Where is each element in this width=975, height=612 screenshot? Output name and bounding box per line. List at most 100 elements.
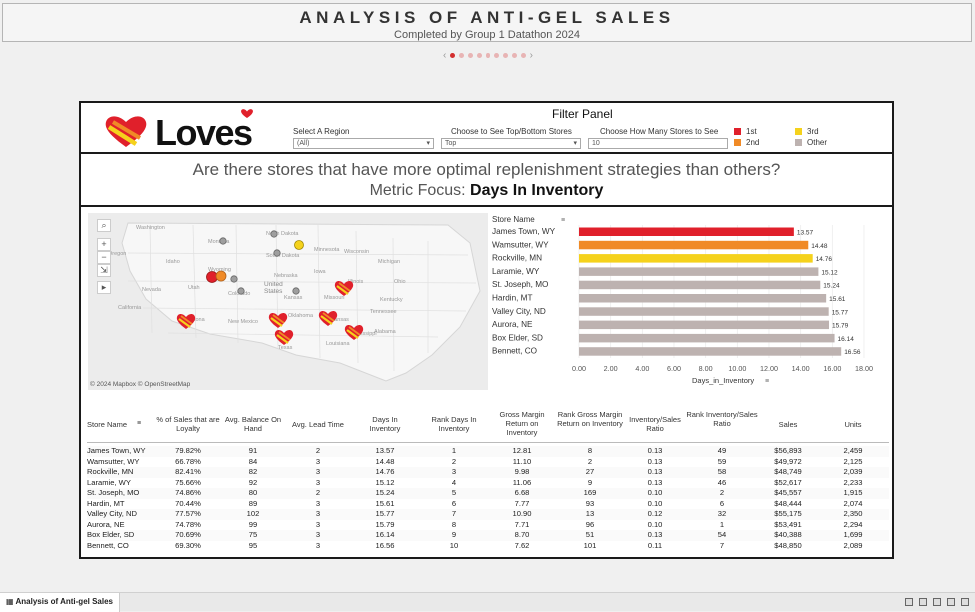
zoom-in-button[interactable]: + [97,238,111,251]
topbottom-select[interactable]: Top ▾ [441,138,581,149]
table-cell: 16.14 [375,530,395,539]
page-dot-9[interactable] [520,52,526,58]
bar-category-label[interactable]: Box Elder, SD [492,333,543,342]
bar-category-label[interactable]: James Town, WY [492,227,556,236]
map-search-icon[interactable]: ⌕ [97,219,111,232]
loves-marker[interactable] [175,312,197,331]
page-dot-6[interactable] [494,52,500,58]
table-cell: Bennett, CO [87,540,129,550]
table-row[interactable]: Bennett, CO 69.30% 95 3 16.56 10 7.62 101 0.11 7 $… [87,541,889,552]
page-dot-5[interactable] [485,52,491,58]
store-marker[interactable] [237,287,245,295]
col-header-rank-gmroi[interactable]: Rank Gross Margin Return on Inventory [557,410,623,428]
table-row[interactable]: Aurora, NE 74.78% 99 3 15.79 8 7.71 96 0.10 1 $53,… [87,520,889,531]
loves-marker[interactable] [333,279,355,298]
loves-marker[interactable] [317,309,339,328]
bar[interactable] [579,280,821,290]
col-header-balance[interactable]: Avg. Balance On Hand [224,415,282,433]
table-cell: 6.68 [514,488,530,497]
sort-icon[interactable]: ≡ [765,378,769,385]
table-cell: 13 [585,509,595,518]
days-in-inventory-chart: Store Name ≡ James Town, WY 13.57 Wamsutte… [489,211,889,389]
grid-view-icon[interactable] [905,598,913,606]
bar-category-label[interactable]: Aurora, NE [492,320,533,329]
col-header-loyalty[interactable]: % of Sales that are Loyalty [156,415,220,433]
bar-category-label[interactable]: Bennett, CO [492,347,537,356]
col-header-gmroi[interactable]: Gross Margin Return on Inventory [499,410,545,437]
store-map[interactable]: Washington Oregon Idaho Wyoming Nevada U… [88,213,488,390]
col-header-units[interactable]: Units [844,420,862,429]
col-header-sales[interactable]: Sales [778,420,798,429]
tab-view-icon[interactable] [933,598,941,606]
store-marker[interactable] [219,237,227,245]
bar[interactable] [579,347,842,356]
bar[interactable] [579,240,809,250]
store-marker[interactable] [273,249,281,257]
bar[interactable] [579,333,835,343]
table-row[interactable]: Valley City, ND 77.57% 102 3 15.77 7 10.90 13 0.… [87,509,889,520]
next-page-button[interactable]: › [529,49,533,61]
exit-fullscreen-icon[interactable] [961,598,969,606]
page-dot-7[interactable] [503,52,509,58]
page-dot-8[interactable] [512,52,517,58]
col-header-store[interactable]: Store Name [87,420,128,429]
bar[interactable] [579,227,794,237]
store-marker[interactable] [292,287,300,295]
sheet-tab[interactable]: ▦ Analysis of Anti-gel Sales [0,593,120,612]
fullscreen-icon[interactable] [947,598,955,606]
table-row[interactable]: Laramie, WY 75.66% 92 3 15.12 4 11.06 9 0.13 46 $5… [87,478,889,489]
table-cell: 3 [315,456,321,466]
col-header-days[interactable]: Days In Inventory [369,415,401,433]
table-row[interactable]: St. Joseph, MO 74.86% 80 2 15.24 5 6.68 169 0.10… [87,488,889,499]
store-count-input[interactable]: 10 [588,138,728,149]
table-row[interactable]: Rockville, MN 82.41% 82 3 14.76 3 9.98 27 0.13 58… [87,467,889,478]
loves-marker[interactable] [343,323,365,342]
bar-value-label: 15.61 [829,296,846,303]
table-cell: 8.70 [514,530,530,539]
table-cell: 46 [717,477,727,487]
map-reset-icon[interactable]: ⇲ [97,264,111,277]
sort-icon[interactable]: ≡ [561,217,565,224]
bar[interactable] [579,294,827,303]
table-row[interactable]: James Town, WY 79.82% 91 2 13.57 1 12.81 8 0.13 4… [87,446,889,457]
bar-chart-svg: Store Name ≡ James Town, WY 13.57 Wamsutte… [492,215,873,385]
bar-category-label[interactable]: Wamsutter, WY [492,240,549,249]
bar-category-label[interactable]: Valley City, ND [492,307,546,316]
prev-page-button[interactable]: ‹ [443,49,447,61]
single-view-icon[interactable] [919,598,927,606]
zoom-out-button[interactable]: − [97,251,111,264]
bar[interactable] [579,320,830,330]
store-marker[interactable] [230,275,238,283]
store-marker[interactable] [270,230,278,238]
table-cell: 59 [717,456,727,466]
col-header-rank-inv-sales[interactable]: Rank Inventory/Sales Ratio [686,410,758,428]
bar-category-label[interactable]: Rockville, MN [492,254,542,263]
sort-icon[interactable]: ≡ [137,420,142,427]
table-row[interactable]: Hardin, MT 70.44% 89 3 15.61 6 7.77 93 0.10 6 $48,… [87,499,889,510]
page-dot-2[interactable] [459,52,464,58]
bar[interactable] [579,267,819,276]
bar-category-label[interactable]: Laramie, WY [492,267,540,276]
bar-value-label: 16.14 [838,336,855,343]
region-select[interactable]: (All) ▾ [293,138,434,149]
col-header-inv-sales[interactable]: Inventory/Sales Ratio [629,415,681,433]
store-marker-wamsutter[interactable] [215,270,227,282]
bar[interactable] [579,254,813,263]
store-marker-rockville[interactable] [294,240,304,250]
map-expand-icon[interactable]: ▸ [97,281,111,294]
page-dot-1[interactable] [450,52,456,58]
page-dot-4[interactable] [476,52,482,58]
bar-category-label[interactable]: Hardin, MT [492,294,533,303]
table-cell: 82 [248,467,258,476]
table-row[interactable]: Box Elder, SD 70.69% 75 3 16.14 9 8.70 51 0.13 54… [87,530,889,541]
table-row[interactable]: Wamsutter, WY 66.78% 84 3 14.48 2 11.10 2 0.13 59… [87,457,889,468]
col-header-rank-days[interactable]: Rank Days In Inventory [431,415,477,433]
story-pager: ‹ › [443,49,533,61]
col-header-lead-time[interactable]: Avg. Lead Time [292,420,344,429]
table-cell: 16.56 [375,540,395,550]
page-dot-3[interactable] [467,52,473,58]
loves-marker[interactable] [273,328,295,347]
loves-marker[interactable] [267,311,289,330]
bar-category-label[interactable]: St. Joseph, MO [492,280,548,289]
bar[interactable] [579,307,829,316]
